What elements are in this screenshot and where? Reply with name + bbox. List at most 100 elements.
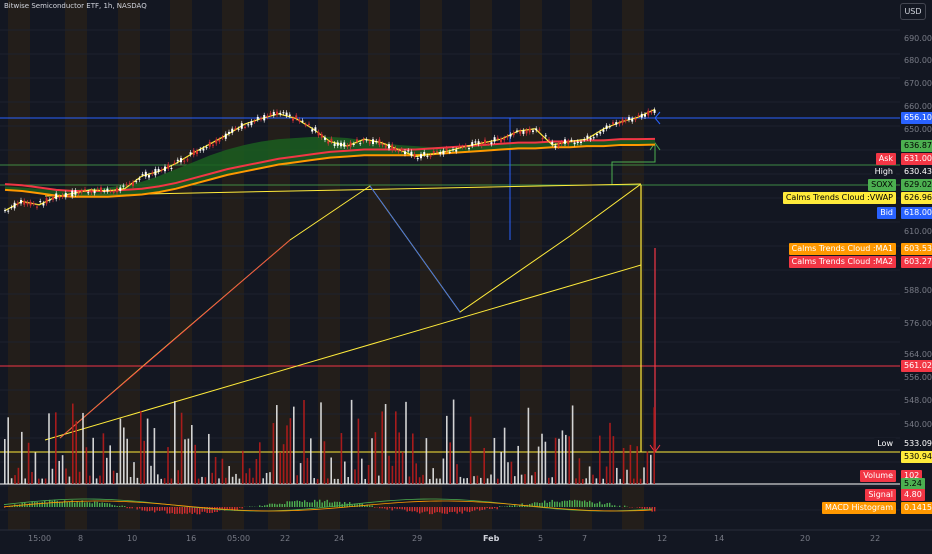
volume-bar: [439, 479, 441, 484]
candle: [142, 174, 144, 175]
volume-bar: [558, 439, 560, 484]
volume-bar: [106, 458, 108, 484]
macd-histogram-bar: [57, 501, 58, 507]
macd-histogram-bar: [284, 504, 285, 507]
volume-bar: [599, 436, 601, 484]
last-price-tag: 629.02: [901, 179, 932, 191]
macd-histogram-bar: [297, 501, 298, 507]
macd-histogram-bar: [609, 503, 610, 507]
volume-bar: [504, 428, 506, 484]
time-tick-label: 05:00: [227, 534, 250, 543]
macd-histogram-bar: [174, 507, 175, 514]
macd-histogram-bar: [497, 507, 498, 509]
candle: [593, 137, 595, 138]
candle: [206, 147, 208, 148]
macd-histogram-bar: [499, 506, 500, 507]
candle: [81, 191, 83, 192]
candle: [586, 136, 588, 139]
macd-histogram-bar: [442, 507, 443, 513]
vwap-label-tag: Calms Trends Cloud :VWAP: [783, 192, 896, 204]
candle: [362, 140, 364, 142]
macd-histogram-bar: [542, 503, 543, 507]
volume-bar: [426, 438, 428, 484]
time-tick-label: 29: [412, 534, 422, 543]
candle: [225, 134, 227, 139]
candle: [314, 127, 316, 131]
volume-bar: [300, 463, 302, 484]
macd-histogram-bar: [444, 507, 445, 514]
macd-histogram-bar: [144, 507, 145, 511]
macd-histogram-bar: [417, 507, 418, 512]
candle: [263, 115, 265, 120]
macd-histogram-bar: [177, 507, 178, 514]
candle: [350, 142, 352, 146]
macd-histogram-bar: [104, 503, 105, 507]
macd-histogram-bar: [544, 501, 545, 507]
level-561-price-tag: 561.02: [901, 360, 932, 372]
candle: [490, 142, 492, 144]
macd-histogram-bar: [587, 502, 588, 507]
candle: [231, 129, 233, 133]
macd-histogram-bar: [474, 507, 475, 510]
candle: [238, 129, 240, 130]
candle: [260, 118, 262, 119]
macd-histogram-bar: [129, 507, 130, 508]
candle: [538, 130, 540, 131]
candle: [567, 141, 569, 144]
volume-bar: [541, 434, 543, 484]
candle: [382, 144, 384, 145]
volume-bar: [361, 459, 363, 484]
volume-bar: [371, 438, 373, 484]
macd-histogram-bar: [437, 507, 438, 512]
macd-histogram-bar: [579, 501, 580, 507]
ma2-price-tag: 603.27: [901, 256, 932, 268]
macd-hist-label-tag: MACD Histogram: [822, 502, 896, 514]
candle: [519, 131, 521, 134]
ask-label-tag: Ask: [876, 153, 896, 165]
macd-histogram-bar: [314, 500, 315, 507]
candle: [52, 197, 54, 200]
volume-bar: [24, 478, 26, 484]
candle: [628, 117, 630, 120]
macd-histogram-bar: [562, 501, 563, 507]
candle: [177, 160, 179, 161]
candle: [286, 113, 288, 116]
candle: [638, 115, 640, 116]
volume-bar: [62, 455, 64, 484]
macd-histogram-bar: [457, 507, 458, 514]
macd-histogram-bar: [554, 502, 555, 507]
macd-histogram-bar: [402, 507, 403, 509]
volume-bar: [565, 435, 567, 484]
volume-bar: [293, 407, 295, 484]
macd-histogram-bar: [194, 507, 195, 513]
volume-bar: [188, 439, 190, 484]
volume-bar: [154, 428, 156, 484]
candle: [554, 146, 556, 148]
macd-histogram-bar: [439, 507, 440, 512]
candle: [516, 131, 518, 132]
candle: [401, 149, 403, 151]
macd-histogram-bar: [364, 506, 365, 507]
symbol-title[interactable]: Bitwise Semiconductor ETF, 1h, NASDAQ: [4, 2, 147, 10]
candle: [311, 129, 313, 131]
candle: [414, 154, 416, 157]
volume-bar: [14, 475, 16, 484]
macd-histogram-bar: [294, 501, 295, 507]
volume-bar: [191, 425, 193, 484]
macd-histogram-bar: [452, 507, 453, 512]
macd-histogram-bar: [124, 506, 125, 507]
macd-histogram-bar: [287, 501, 288, 507]
time-tick-label: 20: [800, 534, 810, 543]
candle: [510, 135, 512, 137]
volume-bar: [126, 439, 128, 484]
candle: [391, 145, 393, 151]
volume-bar: [103, 433, 105, 484]
macd-histogram-bar: [414, 507, 415, 511]
currency-button[interactable]: USD: [900, 3, 926, 20]
candle: [612, 122, 614, 124]
volume-bar: [385, 404, 387, 484]
volume-bar: [184, 439, 186, 484]
candle: [103, 191, 105, 192]
